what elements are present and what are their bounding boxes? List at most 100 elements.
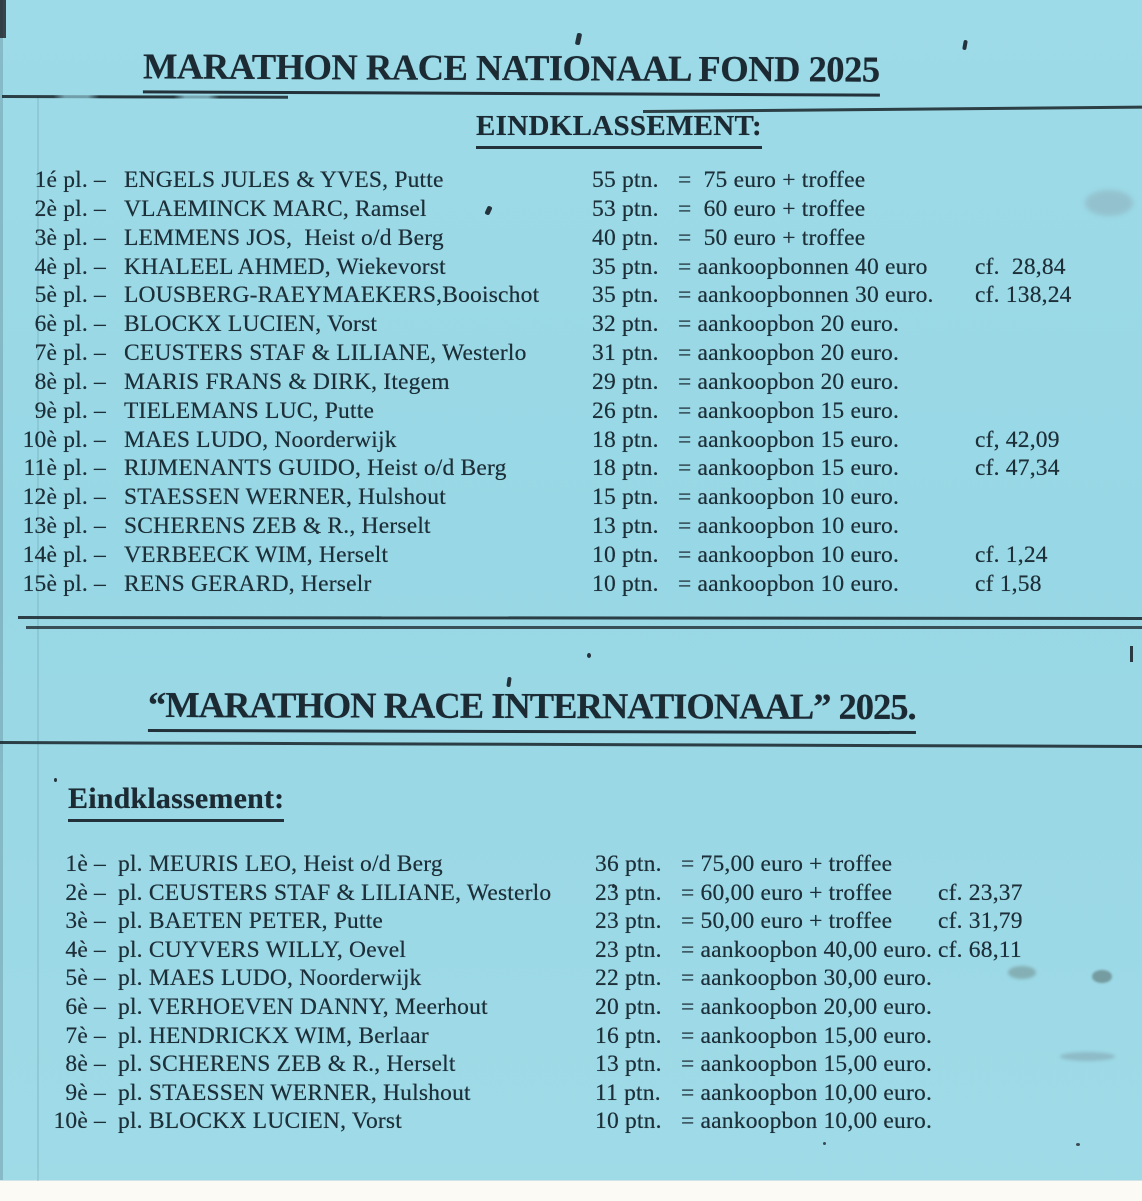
competitor-name: SCHERENS ZEB & R., Herselt <box>124 513 431 540</box>
points: 55 ptn. <box>592 167 659 193</box>
prize: = aankoopbon 20 euro. <box>678 340 900 367</box>
points: 23 ptn. <box>595 908 662 935</box>
prize: = aankoopbon 20,00 euro. <box>681 993 933 1020</box>
rank: 14è pl. – <box>22 541 106 568</box>
section-title-nationaal: MARATHON RACE NATIONAAL FOND 2025 <box>142 44 880 97</box>
competitor-name: RIJMENANTS GUIDO, Heist o/d Berg <box>124 455 507 482</box>
scan-artifact-smudge <box>1085 190 1133 216</box>
competitor-name: VLAEMINCK MARC, Ramsel <box>124 195 427 222</box>
prize: = 60,00 euro + troffee <box>681 879 893 906</box>
prize: = aankoopbon 40,00 euro. <box>681 936 933 963</box>
rank: 2è pl. – <box>34 195 106 222</box>
subtitle-eindklassement-nationaal: EINDKLASSEMENT: <box>476 110 762 149</box>
scan-artifact-tick <box>1130 646 1133 662</box>
scan-artifact-dot <box>587 653 591 658</box>
prize: = 75,00 euro + troffee <box>681 851 893 877</box>
competitor-name: pl. VERHOEVEN DANNY, Meerhout <box>118 993 488 1020</box>
scan-artifact-smudge <box>1092 970 1112 983</box>
prize: = aankoopbon 15,00 euro. <box>681 1051 933 1078</box>
scan-artifact-smudge <box>1008 966 1036 979</box>
competitor-name: pl. STAESSEN WERNER, Hulshout <box>118 1079 471 1106</box>
scan-artifact-dot <box>1076 1143 1080 1146</box>
prize: = aankoopbon 15 euro. <box>678 397 900 424</box>
result-row: 10è pl. – MAES LUDO, Noorderwijk 18 ptn. = … <box>0 426 1142 455</box>
points: 40 ptn. <box>592 224 659 251</box>
result-row: 12è pl. – STAESSEN WERNER, Hulshout 15 ptn… <box>0 483 1142 512</box>
cf-coefficient <box>975 310 1142 339</box>
rank: 10è – <box>53 1108 106 1135</box>
points: 15 ptn. <box>592 484 659 511</box>
results-list-internationaal: 1è – pl. MEURIS LEO, Heist o/d Berg 36 ptn… <box>0 850 1142 1136</box>
section-title-internationaal: “MARATHON RACE INTERNATIONAAL” 2025. <box>147 682 916 735</box>
competitor-name: KHALEEL AHMED, Wiekevorst <box>124 253 446 280</box>
cf-coefficient: cf. 23,37 <box>938 879 1023 906</box>
rank: 3è – <box>65 908 106 935</box>
competitor-name: pl. CUYVERS WILLY, Oevel <box>118 936 407 963</box>
competitor-name: pl. HENDRICKX WIM, Berlaar <box>118 1022 429 1049</box>
rank: 4è – <box>65 936 106 963</box>
competitor-name: pl. BAETEN PETER, Putte <box>118 908 384 935</box>
result-row: 8è – pl. SCHERENS ZEB & R., Herselt 13 ptn… <box>0 1050 1142 1079</box>
scan-edge-dark <box>0 0 6 38</box>
points: 10 ptn. <box>592 541 659 568</box>
result-row: 1è – pl. MEURIS LEO, Heist o/d Berg 36 ptn… <box>0 850 1142 879</box>
points: 22 ptn. <box>595 965 662 992</box>
rank: 6è – <box>65 993 106 1020</box>
result-row: 15è pl. – RENS GERARD, Herselr 10 ptn. = aa… <box>0 570 1142 599</box>
points: 16 ptn. <box>595 1022 662 1049</box>
competitor-name: BLOCKX LUCIEN, Vorst <box>124 311 378 338</box>
competitor-name: pl. MEURIS LEO, Heist o/d Berg <box>118 851 443 877</box>
cf-coefficient <box>938 1079 1142 1108</box>
result-row: 2è pl. – VLAEMINCK MARC, Ramsel 53 ptn. = 6… <box>0 195 1142 224</box>
cf-coefficient: cf. 138,24 <box>975 282 1072 309</box>
rank: 9è – <box>65 1079 106 1106</box>
prize: = 60 euro + troffee <box>678 195 866 222</box>
competitor-name: TIELEMANS LUC, Putte <box>124 397 375 424</box>
cf-coefficient <box>938 1022 1142 1051</box>
points: 53 ptn. <box>592 195 659 222</box>
rank: 9è pl. – <box>34 397 106 424</box>
scan-artifact-dot <box>54 778 57 782</box>
competitor-name: VERBEECK WIM, Herselt <box>124 541 389 568</box>
scan-artifact-smudge <box>1060 1052 1115 1061</box>
cf-coefficient <box>975 368 1142 397</box>
rank: 5è – <box>65 965 106 992</box>
divider-line <box>17 616 1142 620</box>
scan-artifact-dot <box>316 531 319 534</box>
competitor-name: ENGELS JULES & YVES, Putte <box>124 167 444 193</box>
points: 32 ptn. <box>592 311 659 338</box>
result-row: 3è pl. – LEMMENS JOS, Heist o/d Berg 40 pt… <box>0 224 1142 253</box>
points: 35 ptn. <box>592 253 659 280</box>
points: 13 ptn. <box>595 1051 662 1078</box>
points: 23 ptn. <box>595 936 662 963</box>
divider-line <box>1 95 289 99</box>
rank: 1è – <box>65 851 106 877</box>
prize: = aankoopbon 15 euro. <box>678 455 900 482</box>
points: 29 ptn. <box>592 368 659 395</box>
result-row: 9è pl. – TIELEMANS LUC, Putte 26 ptn. = aan… <box>0 397 1142 426</box>
rank: 7è pl. – <box>34 340 106 367</box>
scan-fold-line <box>37 95 39 1181</box>
prize: = aankoopbon 10 euro. <box>678 513 900 540</box>
prize: = aankoopbon 10 euro. <box>678 541 900 568</box>
result-row: 2è – pl. CEUSTERS STAF & LILIANE, Westerl… <box>0 879 1142 908</box>
subtitle-eindklassement-internationaal: Eindklassement: <box>68 782 285 822</box>
cf-coefficient <box>975 339 1142 368</box>
competitor-name: pl. MAES LUDO, Noorderwijk <box>118 965 422 992</box>
rank: 11è pl. – <box>23 455 106 482</box>
cf-coefficient <box>975 483 1142 512</box>
cf-coefficient: cf. 28,84 <box>975 253 1066 280</box>
rank: 1é pl. – <box>34 167 106 193</box>
rank: 10è pl. – <box>22 426 106 453</box>
scan-artifact-tick <box>574 32 583 46</box>
cf-coefficient: cf. 47,34 <box>975 455 1060 482</box>
cf-coefficient <box>975 397 1142 426</box>
points: 26 ptn. <box>592 397 659 424</box>
prize: = aankoopbon 30,00 euro. <box>681 965 933 992</box>
competitor-name: MARIS FRANS & DIRK, Itegem <box>124 368 450 395</box>
cf-coefficient <box>975 512 1142 541</box>
result-row: 5è pl. – LOUSBERG-RAEYMAEKERS,Booischot 35… <box>0 281 1142 310</box>
competitor-name: LEMMENS JOS, Heist o/d Berg <box>124 224 444 251</box>
result-row: 10è – pl. BLOCKX LUCIEN, Vorst 10 ptn. = aa… <box>0 1107 1142 1136</box>
